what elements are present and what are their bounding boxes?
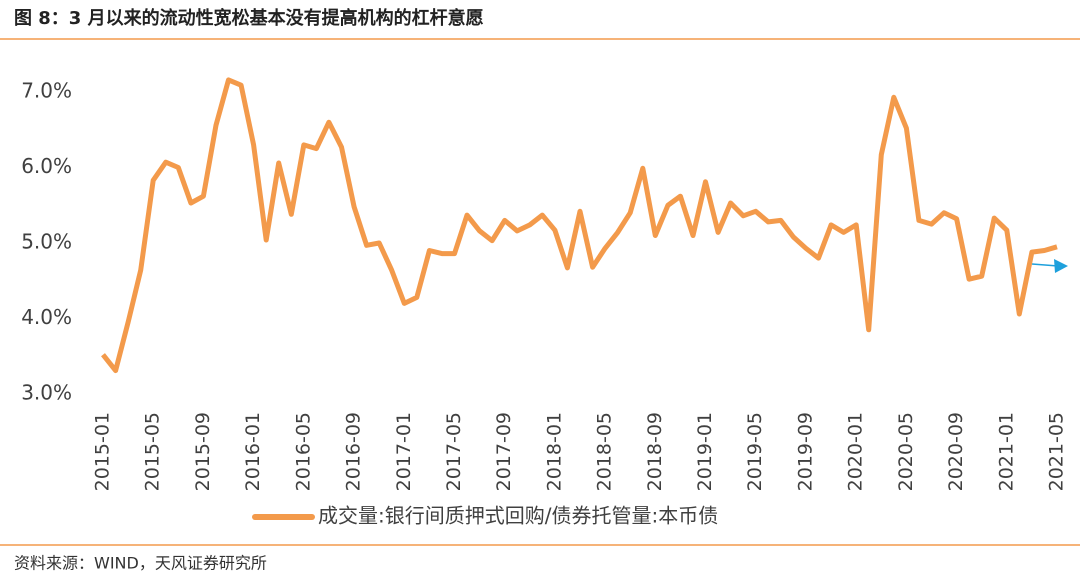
x-tick-label: 2017-05 xyxy=(443,412,465,491)
annotation-arrowhead xyxy=(1054,259,1068,273)
x-tick-label: 2015-05 xyxy=(142,412,164,491)
x-tick-label: 2020-09 xyxy=(945,412,967,491)
x-tick-label: 2020-05 xyxy=(895,412,917,491)
x-tick-label: 2019-09 xyxy=(794,412,816,491)
y-tick-label: 5.0% xyxy=(21,230,72,254)
x-tick-label: 2020-01 xyxy=(845,412,867,491)
y-tick-label: 3.0% xyxy=(21,381,72,405)
chart-title: 图 8：3 月以来的流动性宽松基本没有提高机构的杠杆意愿 xyxy=(14,7,484,29)
x-tick-label: 2017-01 xyxy=(393,412,415,491)
x-tick-label: 2015-01 xyxy=(92,412,114,491)
x-tick-label: 2019-01 xyxy=(694,412,716,491)
x-tick-label: 2018-05 xyxy=(594,412,616,491)
x-tick-label: 2021-05 xyxy=(1046,412,1068,491)
source: 资料来源：WIND，天风证券研究所 xyxy=(14,554,267,573)
x-tick-label: 2018-09 xyxy=(644,412,666,491)
y-tick-label: 6.0% xyxy=(21,154,72,178)
x-tick-label: 2015-09 xyxy=(192,412,214,491)
line-series xyxy=(101,77,1058,374)
x-tick-label: 2021-01 xyxy=(995,412,1017,491)
x-tick-label: 2016-05 xyxy=(292,412,314,491)
y-tick-label: 7.0% xyxy=(21,79,72,103)
x-tick-label: 2019-05 xyxy=(744,412,766,491)
y-tick-label: 4.0% xyxy=(21,305,72,329)
legend-label: 成交量:银行间质押式回购/债券托管量:本币债 xyxy=(318,504,718,528)
annotation-arrow xyxy=(1031,263,1059,267)
x-tick-label: 2018-01 xyxy=(543,412,565,491)
x-tick-label: 2017-09 xyxy=(493,412,515,491)
x-tick-label: 2016-09 xyxy=(343,412,365,491)
x-tick-label: 2016-01 xyxy=(242,412,264,491)
